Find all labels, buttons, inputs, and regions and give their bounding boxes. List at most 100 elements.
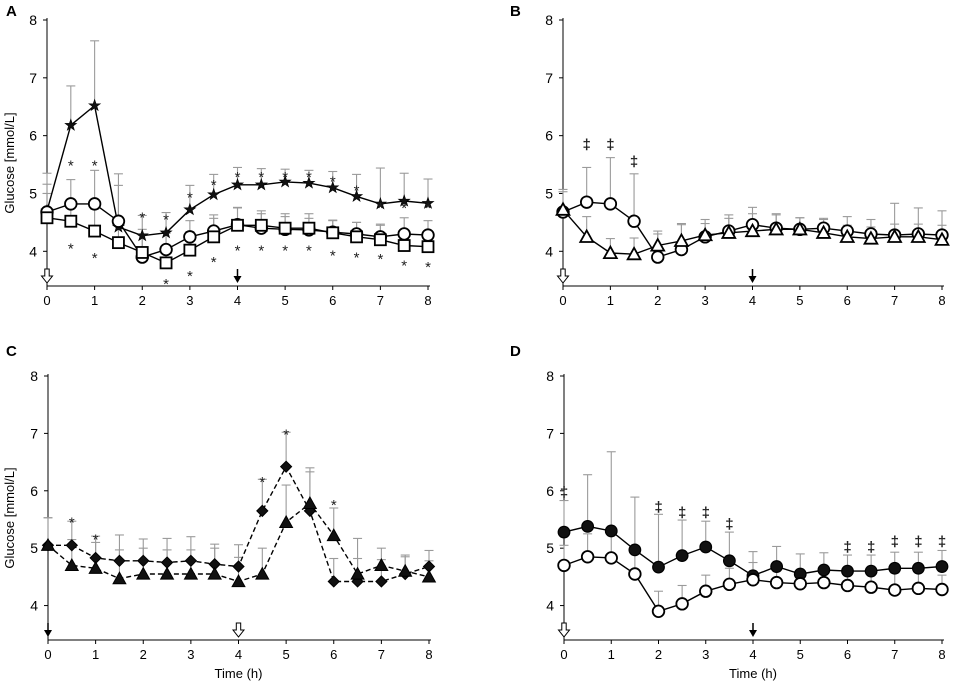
D-open-circle-point-10 [793, 577, 807, 591]
panel-A-annotation-22: * [282, 243, 288, 260]
D-filled-circle-point-6 [699, 540, 713, 554]
B-circle-point-2 [603, 197, 618, 211]
A-star-point-11 [302, 176, 316, 189]
A-square-point-16 [421, 240, 435, 254]
panel-C-xtick-label-0: 0 [44, 647, 51, 662]
panel-B-annotation-1: ‡ [606, 136, 614, 153]
panel-B-arrow-head-1 [748, 276, 757, 283]
panel-C-annotation-2: * [259, 474, 265, 491]
panel-D-xtick-label-0: 0 [560, 647, 567, 662]
panel-B-ytick-label-6: 6 [545, 128, 553, 144]
C-triangle-point-12 [326, 528, 341, 542]
panel-A-annotation-4: * [187, 189, 193, 206]
A-circle-point-16 [421, 228, 435, 242]
B-triangle-point-8 [744, 222, 761, 238]
panel-A-xtick-label-4: 4 [234, 293, 241, 308]
panel-C-xtick-label-3: 3 [187, 647, 194, 662]
panel-B-annotation-0: ‡ [583, 136, 591, 153]
panel-D-annotation-0: ‡ [560, 484, 568, 501]
panel-D-xtick-label-2: 2 [655, 647, 662, 662]
A-square-point-8 [231, 218, 244, 232]
D-open-circle-point-4 [651, 604, 666, 619]
panel-A-xtick-label-2: 2 [139, 293, 146, 308]
panel-A-annotation-20: * [235, 243, 241, 260]
panel-A-annotation-25: * [354, 250, 360, 267]
D-filled-circle-point-11 [817, 563, 831, 577]
D-open-circle-point-14 [888, 583, 902, 597]
panel-D-ytick-label-7: 7 [546, 425, 554, 441]
panel-D-ytick-label-6: 6 [546, 483, 554, 499]
D-open-circle-point-7 [722, 577, 737, 592]
panel-D-annotation-2: ‡ [678, 505, 686, 522]
panel-D-annotation-3: ‡ [702, 505, 710, 522]
panel-A-annotation-14: * [425, 200, 431, 217]
B-triangle-point-0 [555, 201, 571, 216]
panel-C-xtick-label-4: 4 [235, 647, 242, 662]
panel-A-xtick-label-7: 7 [377, 293, 384, 308]
panel-A-y-axis-label: Glucose [mmol/L] [2, 112, 17, 213]
B-triangle-point-11 [815, 224, 832, 239]
A-star-point-7 [207, 187, 221, 201]
panel-D-ytick-label-8: 8 [546, 368, 554, 384]
panel-D-ytick-label-5: 5 [546, 540, 554, 556]
C-triangle-point-9 [255, 566, 270, 580]
panel-A-annotation-9: * [306, 169, 312, 186]
panel-C-arrow-open-1 [231, 622, 246, 638]
A-star-point-15 [397, 194, 411, 207]
A-square-point-4 [135, 246, 149, 259]
C-triangle-point-14 [374, 557, 389, 572]
panel-D-annotation-6: ‡ [867, 539, 875, 556]
B-circle-point-4 [651, 250, 665, 264]
panel-C-arrow-head-0 [44, 630, 52, 637]
D-filled-circle-point-3 [628, 543, 642, 557]
panel-B-xtick-label-3: 3 [702, 293, 709, 308]
panel-A-annotation-3: * [163, 211, 169, 228]
D-open-circle-point-16 [935, 582, 949, 597]
C-triangle-point-3 [112, 571, 127, 585]
D-open-circle-point-2 [604, 551, 618, 565]
B-triangle-point-13 [863, 230, 879, 245]
A-star-point-12 [326, 180, 340, 194]
D-filled-circle-point-5 [675, 549, 689, 563]
panel-A-xtick-label-5: 5 [282, 293, 289, 308]
panel-C-annotation-0: * [69, 514, 75, 531]
D-open-circle-point-11 [817, 575, 831, 590]
panel-C-ytick-label-4: 4 [30, 598, 38, 614]
panel-B-xtick-label-6: 6 [844, 293, 851, 308]
B-triangle-point-4 [649, 237, 666, 252]
panel-D-xtick-label-6: 6 [844, 647, 851, 662]
panel-D-ytick-label-4: 4 [546, 598, 554, 614]
panel-A-annotation-12: * [377, 200, 383, 217]
A-star-point-9 [254, 177, 268, 191]
A-star-point-2 [88, 98, 102, 112]
panel-D-annotation-1: ‡ [654, 499, 662, 516]
D-open-circle-point-8 [746, 573, 760, 587]
panel-B-annotation-2: ‡ [630, 154, 638, 171]
B-triangle-point-2 [602, 244, 619, 260]
A-star-point-5 [159, 225, 173, 239]
panel-A-annotation-6: * [235, 169, 241, 186]
A-circle-point-6 [183, 230, 197, 244]
panel-A-xtick-label-3: 3 [186, 293, 193, 308]
panel-A-annotation-17: * [163, 276, 169, 293]
C-triangle-point-13 [350, 566, 365, 580]
C-triangle-point-11 [302, 495, 318, 510]
D-open-circle-point-15 [911, 581, 926, 596]
panel-B-xtick-label-5: 5 [796, 293, 803, 308]
panel-A-annotation-16: * [92, 250, 98, 267]
D-filled-circle-point-15 [911, 561, 925, 575]
panel-C-ytick-label-7: 7 [30, 425, 38, 441]
A-circle-point-1 [64, 197, 78, 211]
panel-C-xtick-label-6: 6 [330, 647, 337, 662]
D-open-circle-point-12 [840, 578, 855, 593]
A-square-point-13 [350, 230, 363, 244]
panel-A-annotation-8: * [282, 169, 288, 186]
panel-C-annotation-1: * [93, 532, 99, 549]
A-star-point-14 [373, 196, 387, 210]
panel-A-annotation-11: * [354, 183, 360, 200]
D-filled-circle-point-13 [864, 564, 878, 578]
D-open-circle-point-1 [580, 550, 595, 564]
C-triangle-point-6 [183, 566, 199, 580]
C-diamond-point-5 [160, 556, 174, 569]
panel-A-arrow-head-1 [233, 276, 242, 283]
